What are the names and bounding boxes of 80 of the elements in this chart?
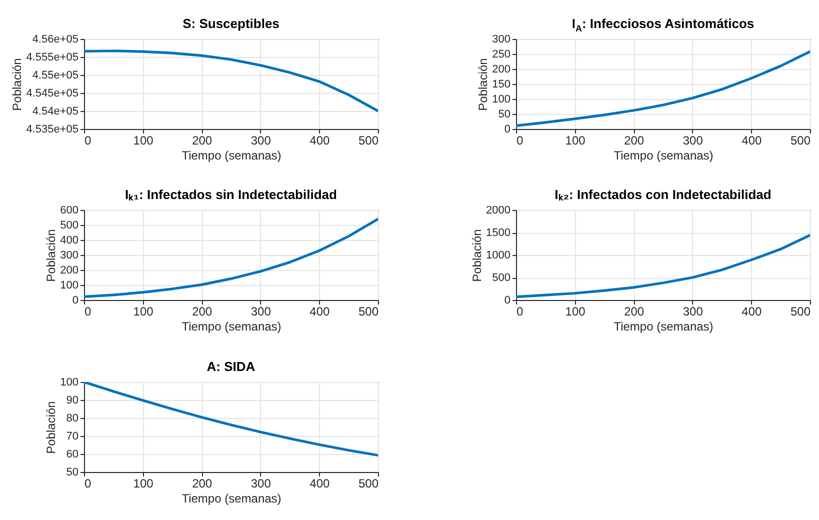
x-tick-label: 0 (516, 134, 524, 148)
y-tick-label: 100 (60, 280, 78, 292)
chart-title: S: Susceptibles (182, 15, 280, 33)
y-tick-label: 600 (60, 204, 78, 216)
x-tick-label: 200 (624, 134, 644, 148)
chart-title: I$_{A}$: Infecciosos Asintomáticos (570, 15, 756, 35)
y-axis-title: Población (44, 229, 58, 282)
line-series (84, 50, 378, 112)
x-tick-label: 200 (192, 476, 212, 490)
y-tick-label: 4.535e+05 (26, 124, 78, 136)
x-tick-label: 400 (742, 304, 762, 318)
x-axis-title: Tiempo (semanas) (182, 148, 282, 162)
x-tick-label: 400 (310, 304, 330, 318)
x-tick-label: 200 (192, 304, 212, 318)
y-tick-label: 1000 (486, 250, 510, 262)
y-tick-label: 200 (60, 264, 78, 276)
y-axis-title: Población (44, 401, 58, 454)
y-tick-label: 4.54e+05 (32, 106, 78, 118)
x-tick-label: 100 (133, 134, 154, 148)
x-tick-label: 500 (790, 134, 811, 148)
x-tick-label: 200 (192, 134, 212, 148)
y-tick-label: 0 (504, 294, 510, 306)
y-tick-label: 100 (492, 94, 510, 106)
line-series (516, 234, 810, 298)
x-tick-label: 0 (84, 476, 92, 490)
x-tick-label: 0 (84, 304, 92, 318)
y-tick-label: 70 (66, 430, 78, 442)
x-axis-title: Tiempo (semanas) (182, 320, 282, 334)
x-axis-title: Tiempo (semanas) (182, 492, 282, 506)
y-tick-label: 500 (492, 272, 510, 284)
chart-title: Iₖ₁: Infectados sin Indetectabilidad (124, 186, 338, 204)
y-tick-label: 100 (60, 376, 78, 388)
y-tick-label: 50 (66, 466, 78, 478)
y-axis-title: Población (10, 58, 24, 111)
x-tick-label: 100 (565, 134, 586, 148)
y-tick-label: 4.55e+05 (32, 70, 78, 82)
y-tick-label: 60 (66, 448, 78, 460)
y-tick-label: 250 (492, 48, 510, 60)
chart-title: Iₖ₂: Infectados con Indetectabilidad (554, 186, 772, 204)
x-tick-label: 500 (358, 134, 379, 148)
x-tick-label: 400 (310, 476, 330, 490)
chart-title: A: SIDA (206, 358, 256, 376)
x-tick-label: 500 (358, 304, 379, 318)
y-tick-label: 300 (492, 34, 510, 46)
x-tick-label: 300 (250, 476, 272, 490)
y-axis-title: Población (476, 58, 490, 111)
line-series (516, 50, 810, 127)
x-tick-label: 100 (565, 304, 586, 318)
x-tick-label: 0 (84, 134, 92, 148)
y-tick-label: 150 (492, 78, 510, 90)
y-tick-label: 4.545e+05 (26, 88, 78, 100)
y-tick-label: 4.555e+05 (26, 52, 78, 64)
y-tick-label: 50 (498, 108, 510, 120)
x-tick-label: 400 (742, 134, 762, 148)
x-axis-title: Tiempo (semanas) (614, 148, 714, 162)
y-axis-title: Población (470, 229, 484, 282)
y-tick-label: 0 (504, 124, 510, 136)
x-tick-label: 400 (310, 134, 330, 148)
y-tick-label: 4.56e+05 (32, 34, 78, 46)
x-tick-label: 200 (624, 304, 644, 318)
y-tick-label: 0 (72, 294, 78, 306)
x-tick-label: 500 (790, 304, 811, 318)
y-tick-label: 300 (60, 250, 78, 262)
x-tick-label: 300 (250, 134, 272, 148)
x-tick-label: 100 (133, 304, 154, 318)
x-tick-label: 0 (516, 304, 524, 318)
line-series (84, 218, 378, 298)
x-axis-title: Tiempo (semanas) (614, 320, 714, 334)
x-tick-label: 300 (682, 304, 704, 318)
x-tick-label: 300 (682, 134, 704, 148)
x-tick-label: 500 (358, 476, 379, 490)
y-tick-label: 500 (60, 220, 78, 232)
y-tick-label: 2000 (486, 204, 510, 216)
x-tick-label: 100 (133, 476, 154, 490)
y-tick-label: 200 (492, 64, 510, 76)
y-tick-label: 90 (66, 394, 78, 406)
x-tick-label: 300 (250, 304, 272, 318)
y-tick-label: 80 (66, 412, 78, 424)
y-tick-label: 1500 (486, 227, 510, 239)
y-tick-label: 400 (60, 234, 78, 246)
